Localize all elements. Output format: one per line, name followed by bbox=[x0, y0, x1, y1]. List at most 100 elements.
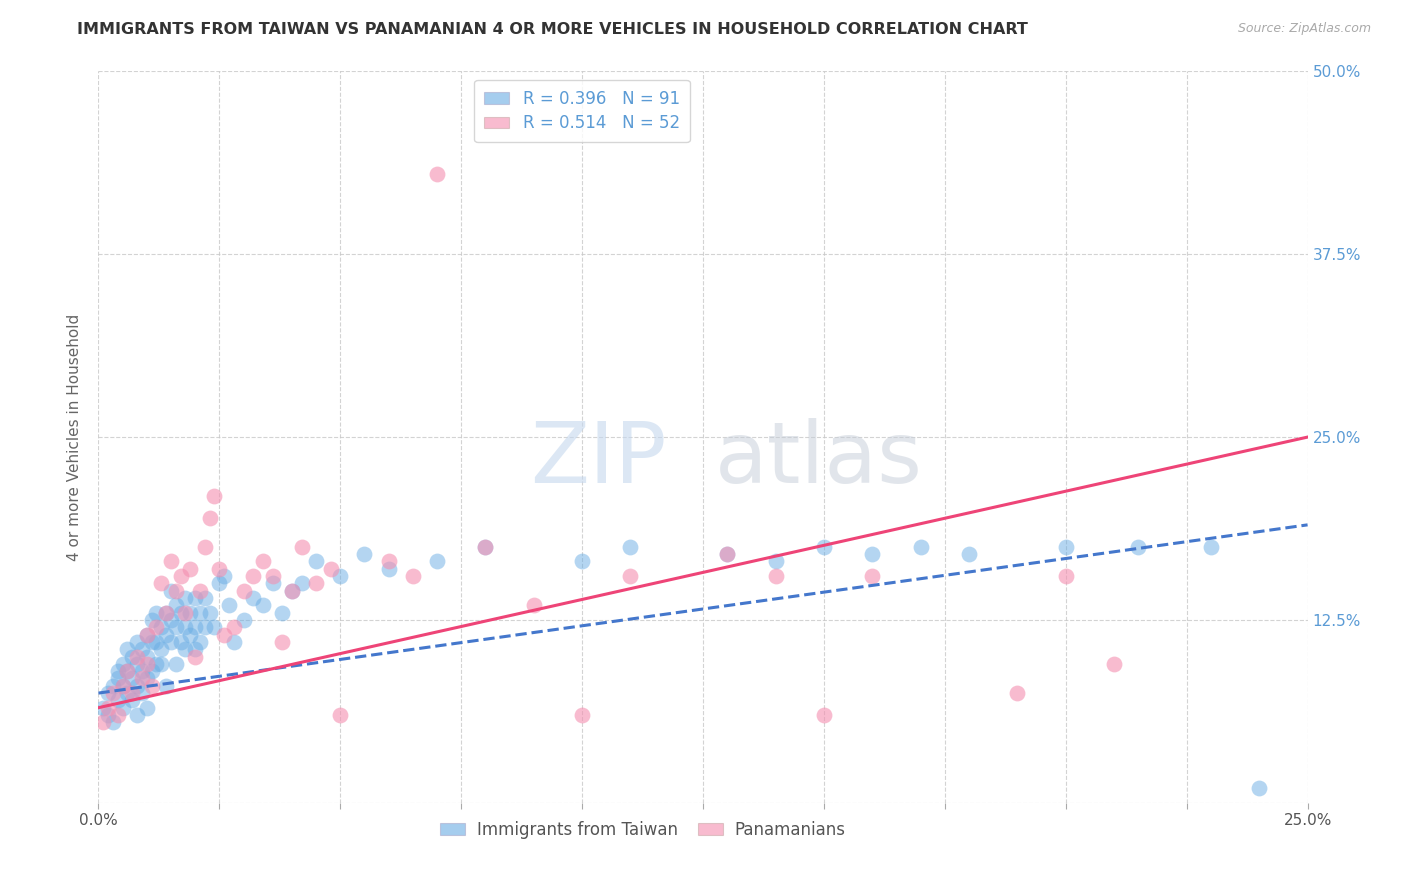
Point bbox=[426, 167, 449, 181]
Point bbox=[402, 569, 425, 583]
Point bbox=[131, 642, 153, 657]
Point bbox=[957, 547, 980, 561]
Point bbox=[160, 613, 183, 627]
Point bbox=[169, 569, 191, 583]
Point bbox=[169, 606, 191, 620]
Point bbox=[155, 606, 177, 620]
Point bbox=[135, 672, 157, 686]
Point bbox=[212, 569, 235, 583]
Point bbox=[765, 554, 787, 568]
Point bbox=[150, 576, 173, 591]
Point bbox=[208, 576, 231, 591]
Point bbox=[860, 547, 883, 561]
Point bbox=[127, 679, 149, 693]
Point bbox=[281, 583, 304, 598]
Point bbox=[145, 635, 167, 649]
Point bbox=[135, 649, 157, 664]
Point bbox=[1128, 540, 1150, 554]
Point bbox=[121, 686, 143, 700]
Point bbox=[121, 693, 143, 707]
Point bbox=[813, 540, 835, 554]
Point bbox=[165, 599, 187, 613]
Point bbox=[1199, 540, 1222, 554]
Point bbox=[208, 562, 231, 576]
Point bbox=[117, 664, 139, 678]
Point bbox=[121, 672, 143, 686]
Point bbox=[117, 642, 139, 657]
Point bbox=[135, 627, 157, 641]
Point bbox=[145, 606, 167, 620]
Point bbox=[155, 679, 177, 693]
Point bbox=[1054, 569, 1077, 583]
Point bbox=[184, 620, 207, 634]
Point bbox=[155, 606, 177, 620]
Point bbox=[150, 642, 173, 657]
Point bbox=[135, 657, 157, 671]
Point bbox=[135, 627, 157, 641]
Text: IMMIGRANTS FROM TAIWAN VS PANAMANIAN 4 OR MORE VEHICLES IN HOUSEHOLD CORRELATION: IMMIGRANTS FROM TAIWAN VS PANAMANIAN 4 O… bbox=[77, 22, 1028, 37]
Point bbox=[353, 547, 375, 561]
Point bbox=[111, 657, 134, 671]
Point bbox=[910, 540, 932, 554]
Point bbox=[474, 540, 496, 554]
Point bbox=[97, 686, 120, 700]
Point bbox=[329, 569, 352, 583]
Point bbox=[141, 679, 163, 693]
Point bbox=[179, 627, 201, 641]
Point bbox=[716, 547, 738, 561]
Point bbox=[174, 642, 197, 657]
Point bbox=[377, 554, 399, 568]
Text: ZIP: ZIP bbox=[530, 417, 666, 500]
Point bbox=[141, 613, 163, 627]
Point bbox=[281, 583, 304, 598]
Point bbox=[204, 620, 226, 634]
Point bbox=[571, 708, 593, 723]
Point bbox=[716, 547, 738, 561]
Point bbox=[232, 613, 254, 627]
Point bbox=[101, 686, 124, 700]
Point bbox=[145, 620, 167, 634]
Point bbox=[165, 620, 187, 634]
Point bbox=[165, 657, 187, 671]
Point bbox=[188, 583, 211, 598]
Point bbox=[1249, 781, 1271, 796]
Point bbox=[184, 649, 207, 664]
Point bbox=[571, 554, 593, 568]
Point bbox=[127, 649, 149, 664]
Point bbox=[218, 599, 240, 613]
Point bbox=[305, 554, 328, 568]
Point bbox=[97, 708, 120, 723]
Point bbox=[252, 599, 274, 613]
Point bbox=[523, 599, 546, 613]
Point bbox=[290, 540, 312, 554]
Point bbox=[619, 540, 641, 554]
Point bbox=[111, 679, 134, 693]
Point bbox=[160, 635, 183, 649]
Point bbox=[107, 672, 129, 686]
Point bbox=[107, 693, 129, 707]
Point bbox=[174, 620, 197, 634]
Point bbox=[101, 715, 124, 730]
Point bbox=[194, 620, 217, 634]
Point bbox=[111, 679, 134, 693]
Point bbox=[242, 569, 264, 583]
Point bbox=[141, 635, 163, 649]
Point bbox=[174, 606, 197, 620]
Legend: Immigrants from Taiwan, Panamanians: Immigrants from Taiwan, Panamanians bbox=[433, 814, 852, 846]
Point bbox=[194, 540, 217, 554]
Point bbox=[262, 576, 284, 591]
Point bbox=[1054, 540, 1077, 554]
Point bbox=[117, 686, 139, 700]
Point bbox=[107, 664, 129, 678]
Point bbox=[127, 657, 149, 671]
Point bbox=[204, 489, 226, 503]
Point bbox=[101, 679, 124, 693]
Point bbox=[135, 700, 157, 714]
Point bbox=[169, 635, 191, 649]
Point bbox=[179, 562, 201, 576]
Point bbox=[188, 606, 211, 620]
Point bbox=[1102, 657, 1125, 671]
Point bbox=[184, 591, 207, 605]
Point bbox=[174, 591, 197, 605]
Point bbox=[107, 708, 129, 723]
